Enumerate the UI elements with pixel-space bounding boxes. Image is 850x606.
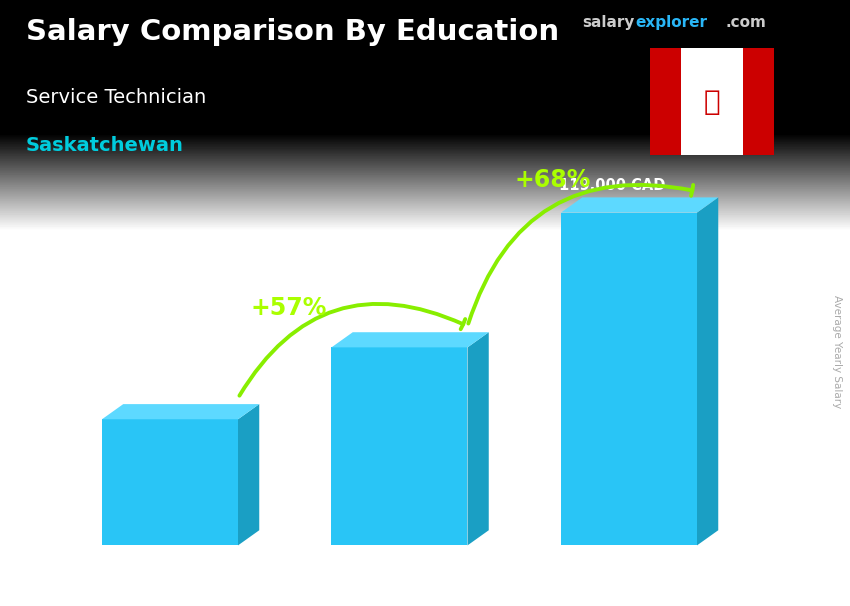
Polygon shape bbox=[102, 419, 238, 545]
Text: 🍁: 🍁 bbox=[704, 87, 720, 116]
Text: Saskatchewan: Saskatchewan bbox=[26, 136, 184, 155]
Bar bbox=[650, 48, 681, 155]
Text: High School: High School bbox=[134, 570, 233, 585]
Text: +57%: +57% bbox=[251, 296, 327, 319]
Polygon shape bbox=[561, 213, 697, 545]
Polygon shape bbox=[697, 198, 718, 545]
Polygon shape bbox=[561, 198, 718, 213]
Text: +68%: +68% bbox=[514, 168, 591, 192]
Text: 45,100 CAD: 45,100 CAD bbox=[88, 383, 184, 398]
Polygon shape bbox=[332, 347, 468, 545]
Polygon shape bbox=[332, 332, 489, 347]
Text: Service Technician: Service Technician bbox=[26, 88, 206, 107]
Polygon shape bbox=[102, 404, 259, 419]
Text: Bachelor's
Degree: Bachelor's Degree bbox=[600, 570, 685, 602]
Text: Average Yearly Salary: Average Yearly Salary bbox=[832, 295, 842, 408]
Text: 70,800 CAD: 70,800 CAD bbox=[334, 313, 431, 328]
Text: 119,000 CAD: 119,000 CAD bbox=[558, 178, 666, 193]
Text: salary: salary bbox=[582, 15, 635, 30]
Text: explorer: explorer bbox=[635, 15, 707, 30]
Polygon shape bbox=[468, 332, 489, 545]
Text: Certificate or
Diploma: Certificate or Diploma bbox=[359, 570, 468, 602]
Polygon shape bbox=[238, 404, 259, 545]
Bar bbox=[743, 48, 774, 155]
Text: .com: .com bbox=[726, 15, 767, 30]
Text: Salary Comparison By Education: Salary Comparison By Education bbox=[26, 18, 558, 46]
